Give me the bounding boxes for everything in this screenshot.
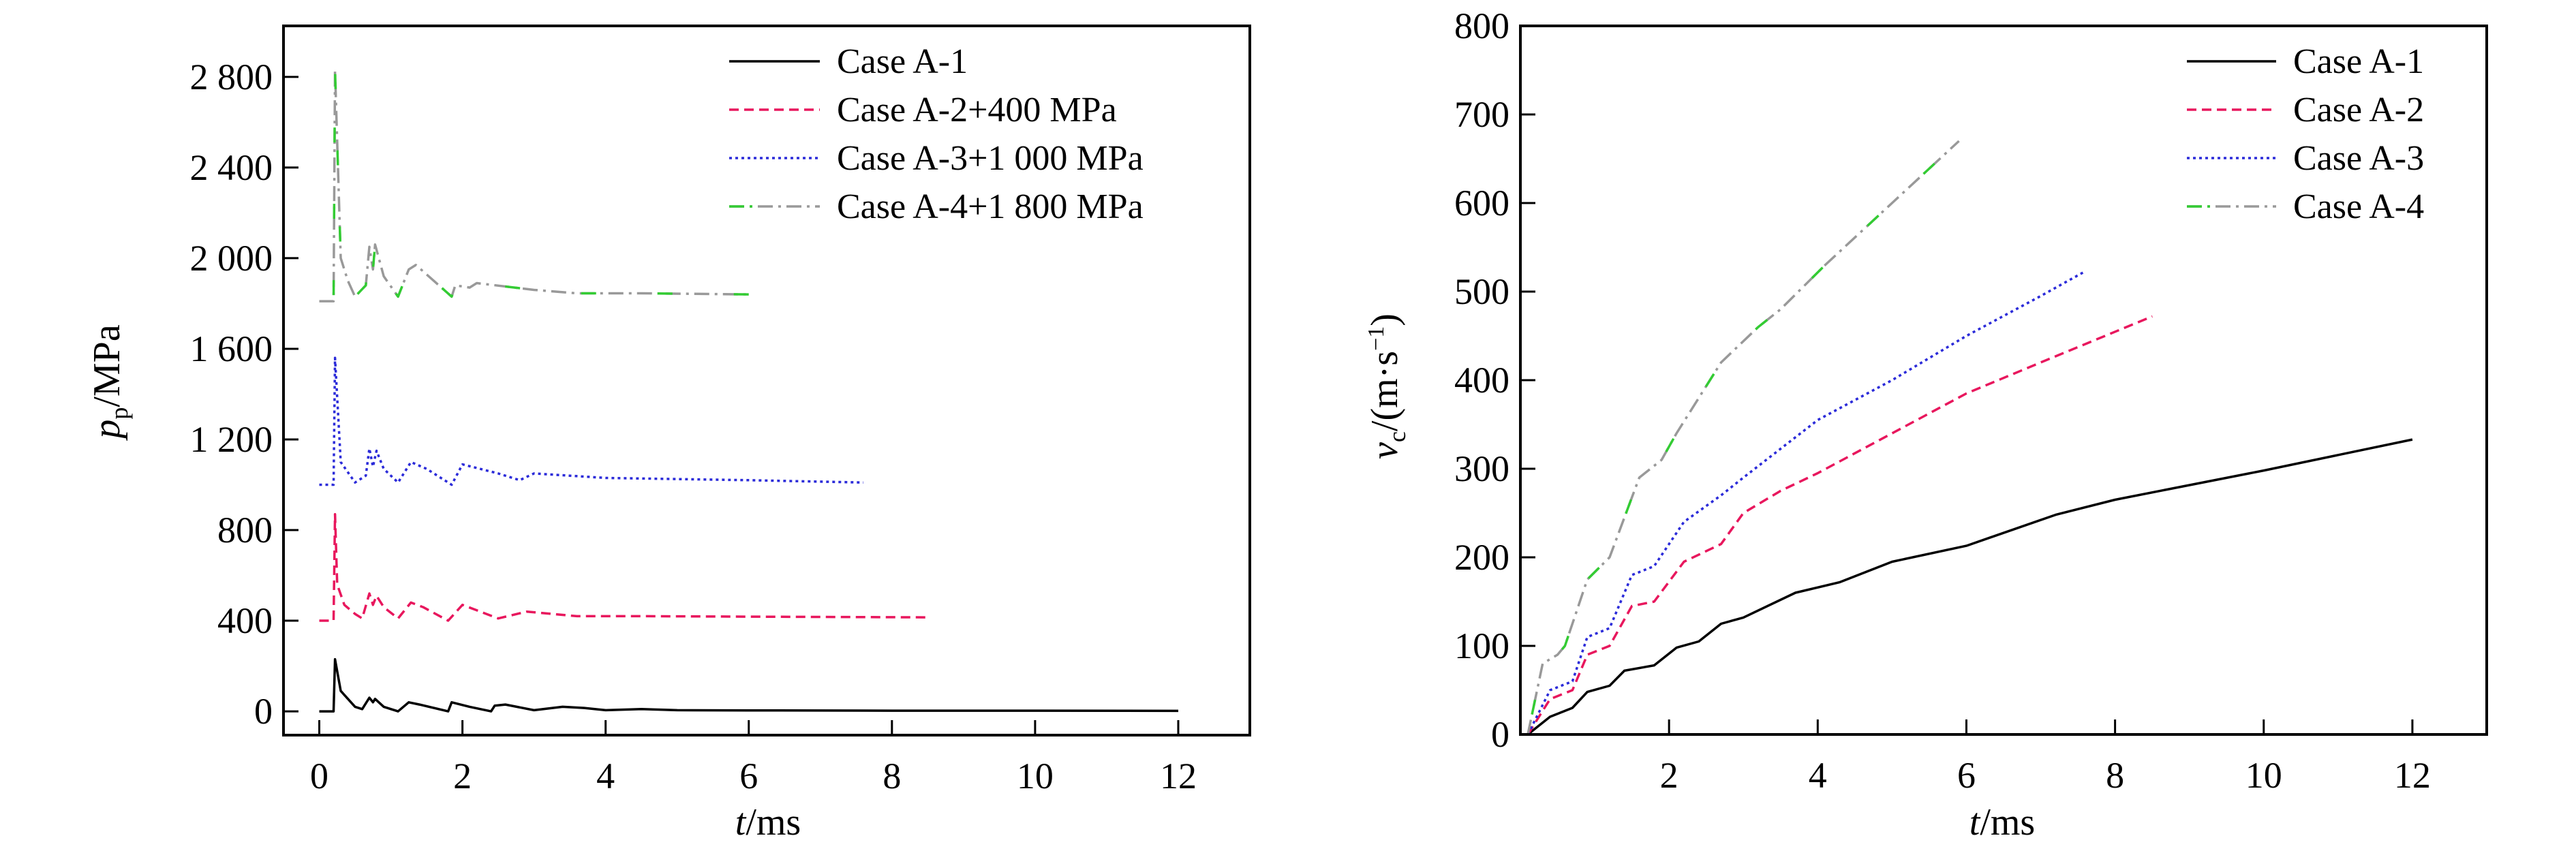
legend: Case A-1 Case A-2+400 MPa Case A-3+1 000 M…: [729, 42, 1144, 226]
y-axis-subscript: p: [106, 407, 133, 420]
series-line-1: [319, 657, 1179, 713]
x-tick-label: 4: [1809, 755, 1827, 796]
chart-1: 0 2 4 6 8 10 12 0 400 800 1 200 1 600 2 000 2 400 2 80…: [86, 25, 1251, 843]
legend-label: Case A-4: [2293, 187, 2424, 226]
series-line-accent-4: [1527, 140, 1960, 735]
legend-label: Case A-4+1 800 MPa: [837, 187, 1144, 226]
y-axis-symbol: v: [1364, 442, 1406, 459]
x-axis-unit: /ms: [746, 801, 801, 843]
y-tick-label: 200: [1454, 537, 1509, 578]
y-tick-label: 1 600: [190, 328, 273, 369]
plot-frame: [282, 25, 1251, 736]
x-tick-label: 2: [453, 756, 472, 796]
y-tick-label: 2 800: [190, 57, 273, 97]
legend-label: Case A-2: [2293, 91, 2424, 129]
legend-label: Case A-2+400 MPa: [837, 91, 1117, 129]
x-tick-label: 2: [1660, 755, 1678, 796]
series-line-4: [1527, 140, 1960, 735]
x-tick-label: 8: [883, 756, 901, 796]
y-tick-label: 700: [1454, 94, 1509, 135]
x-axis-symbol: t: [1969, 801, 1981, 843]
x-axis-symbol: t: [735, 801, 747, 843]
y-axis-subscript: c: [1383, 431, 1411, 442]
y-tick-label: 500: [1454, 271, 1509, 312]
chart-2: 2 4 6 8 10 120100200300400500600700800t/msvc/…: [1364, 5, 2488, 843]
x-tick-label: 8: [2106, 755, 2124, 796]
y-tick-label: 2 400: [190, 147, 273, 188]
series-line-2: [319, 512, 928, 622]
series-line-accent-4: [319, 69, 749, 303]
y-tick-label: 600: [1454, 183, 1509, 223]
x-tick-label: 10: [1017, 756, 1054, 796]
y-tick-label: 400: [217, 600, 273, 641]
y-axis-unit: /MPa: [86, 324, 128, 407]
y-axis-symbol: p: [86, 420, 128, 441]
y-tick-label: 1 200: [190, 419, 273, 460]
y-axis-superscript: −1: [1364, 326, 1389, 351]
series-line-3: [1527, 270, 2086, 735]
y-axis-close: ): [1364, 313, 1406, 326]
y-tick-label: 0: [254, 691, 273, 732]
x-tick-label: 6: [739, 756, 758, 796]
y-tick-label: 800: [217, 510, 273, 550]
y-tick-label: 800: [1454, 5, 1509, 46]
series-line-3: [319, 356, 863, 486]
legend-label: Case A-1: [2293, 42, 2424, 81]
y-axis-label: vc/(m·s−1): [1364, 313, 1411, 459]
y-tick-label: 100: [1454, 625, 1509, 666]
legend-label: Case A-3+1 000 MPa: [837, 139, 1144, 178]
x-tick-label: 4: [596, 756, 615, 796]
legend: Case A-1 Case A-2 Case A-3 Case A-4: [2187, 42, 2424, 226]
y-axis-label: pp/MPa: [86, 324, 133, 441]
x-tick-label: 6: [1957, 755, 1976, 796]
series-line-4: [319, 69, 749, 303]
y-tick-label: 2 000: [190, 238, 273, 279]
x-axis-label: t/ms: [1969, 801, 2035, 843]
y-tick-label: 0: [1491, 714, 1509, 755]
plot-frame: [1519, 25, 2488, 736]
y-axis-unit: /(m·s: [1364, 351, 1406, 431]
x-tick-label: 12: [1160, 756, 1197, 796]
y-tick-label: 300: [1454, 448, 1509, 489]
series-line-1: [1527, 438, 2413, 736]
y-tick-label: 400: [1454, 360, 1509, 401]
x-axis-unit: /ms: [1980, 801, 2035, 843]
legend-label: Case A-1: [837, 42, 968, 81]
legend-label: Case A-3: [2293, 139, 2424, 178]
x-tick-label: 10: [2245, 755, 2282, 796]
x-tick-label: 0: [310, 756, 328, 796]
x-axis-label: t/ms: [735, 801, 801, 843]
x-tick-label: 12: [2394, 755, 2431, 796]
